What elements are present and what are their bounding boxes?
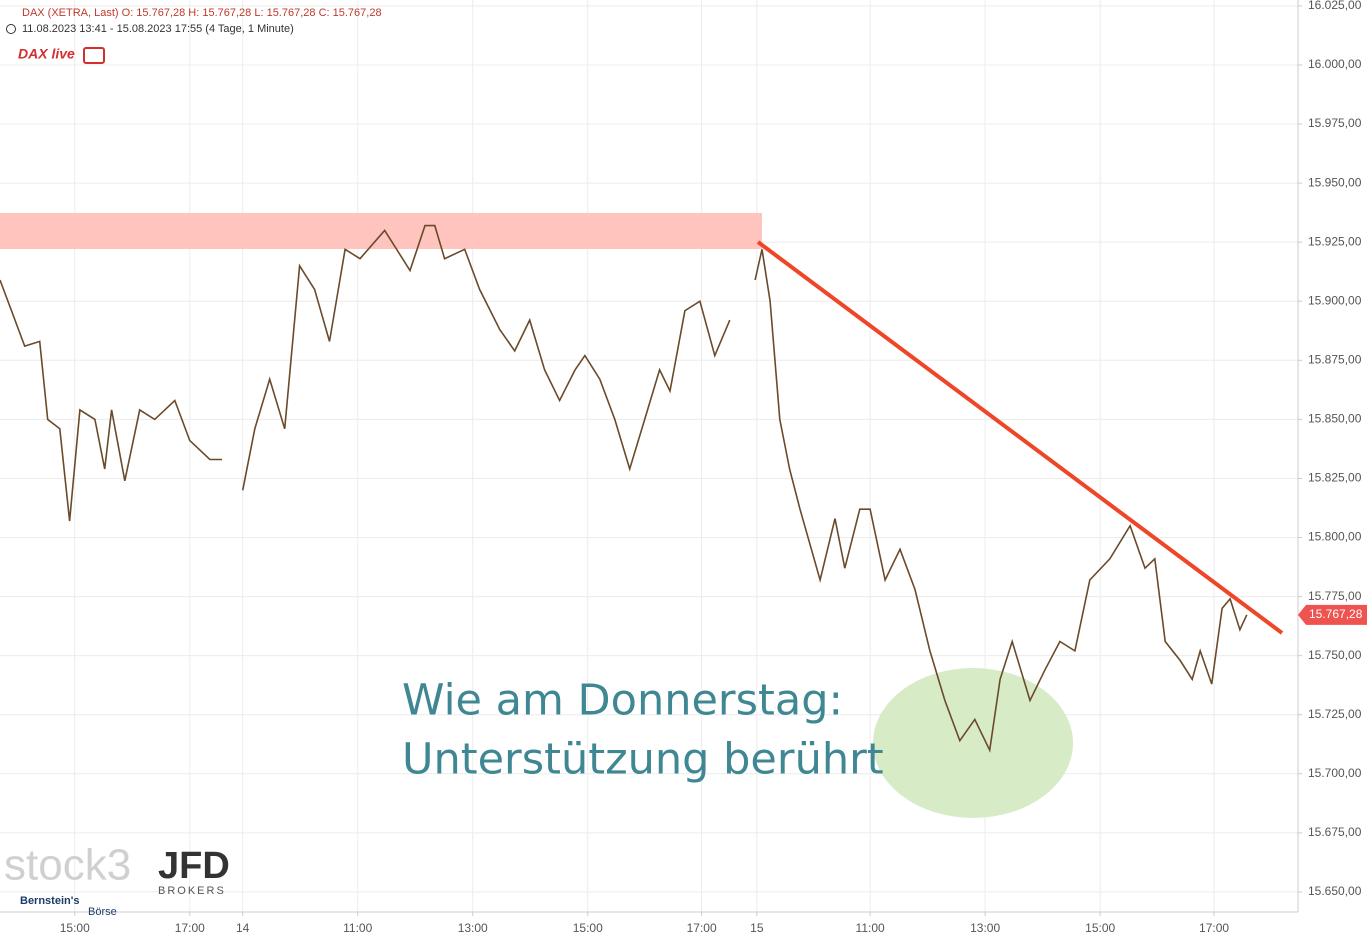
logo: Börse (88, 906, 117, 918)
y-tick-label: 15.700,00 (1308, 766, 1362, 780)
trend-line (756, 240, 1284, 635)
y-tick-label: 15.875,00 (1308, 352, 1362, 366)
price-line (0, 224, 1248, 753)
resistance-zone (0, 213, 762, 249)
y-tick-label: 16.025,00 (1308, 0, 1362, 12)
y-tick-label: 15.925,00 (1308, 234, 1362, 248)
x-tick-label: 17:00 (175, 921, 205, 935)
y-tick-label: 15.675,00 (1308, 825, 1362, 839)
logo-icon (83, 47, 105, 64)
y-tick-label: 15.750,00 (1308, 648, 1362, 662)
chart-subtitle: 11.08.2023 13:41 - 15.08.2023 17:55 (4 T… (22, 23, 294, 35)
x-tick-label: 15:00 (60, 921, 90, 935)
x-tick-label: 11:00 (343, 921, 372, 935)
plot (0, 224, 1248, 753)
y-tick-label: 15.950,00 (1308, 175, 1362, 189)
x-tick-label: 14 (236, 921, 250, 935)
y-tick-label: 15.900,00 (1308, 293, 1362, 307)
price-badge (1298, 604, 1367, 625)
x-tick-label: 13:00 (458, 921, 488, 935)
x-tick-label: 15:00 (1085, 921, 1115, 935)
y-tick-label: 15.725,00 (1308, 707, 1362, 721)
x-tick-label: 15:00 (573, 921, 603, 935)
chart-title: DAX (XETRA, Last) O: 15.767,28 H: 15.767… (22, 7, 382, 19)
y-tick-label: 15.825,00 (1308, 471, 1362, 485)
y-tick-label: 15.650,00 (1308, 884, 1362, 898)
y-tick-label: 15.800,00 (1308, 530, 1362, 544)
grid (0, 0, 1298, 912)
support-highlight (873, 668, 1073, 818)
axes: 16.025,00 16.000,00 15.975,00 15.950,00 15.9… (60, 0, 1367, 935)
x-tick-label: 13:00 (970, 921, 1000, 935)
logo: JFD (158, 845, 230, 887)
y-tick-label: 15.775,00 (1308, 589, 1362, 603)
annotation: Unterstützung berührt (402, 735, 884, 785)
y-tick-label: 15.975,00 (1308, 116, 1362, 130)
logo: DAX live (18, 46, 75, 62)
x-tick-label: 17:00 (1199, 921, 1229, 935)
y-tick-label: 15.850,00 (1308, 412, 1362, 426)
price-badge-label: 15.767,28 (1309, 607, 1363, 621)
logo: BROKERS (158, 885, 226, 897)
x-tick-label: 17:00 (687, 921, 717, 935)
x-tick-label: 11:00 (856, 921, 885, 935)
logo: stock3 (4, 841, 131, 890)
x-tick-label: 15 (750, 921, 764, 935)
clock-icon (6, 24, 16, 34)
logo: Bernstein's (20, 895, 79, 907)
y-tick-label: 16.000,00 (1308, 57, 1362, 71)
annotation: Wie am Donnerstag: (402, 676, 843, 726)
